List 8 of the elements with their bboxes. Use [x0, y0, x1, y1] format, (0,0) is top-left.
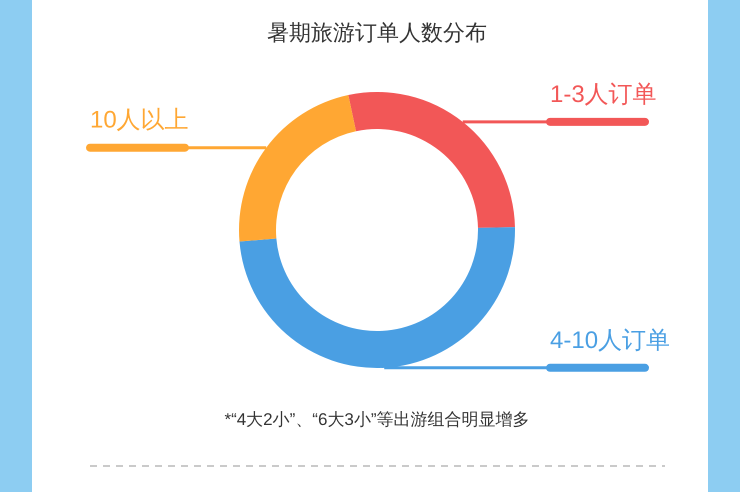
text: *“4大2小”、“6大3小”等出游组合明显增多	[224, 410, 530, 429]
slice-label: 10人以上	[90, 106, 189, 134]
chart-title: 暑期旅游订单人数分布	[267, 20, 487, 45]
slice-label: 1-3人订单	[550, 80, 657, 108]
donut-slice	[239, 227, 515, 368]
donut-slice	[348, 92, 515, 228]
donut-slice	[239, 95, 356, 242]
slice-label: 4-10人订单	[550, 326, 670, 354]
